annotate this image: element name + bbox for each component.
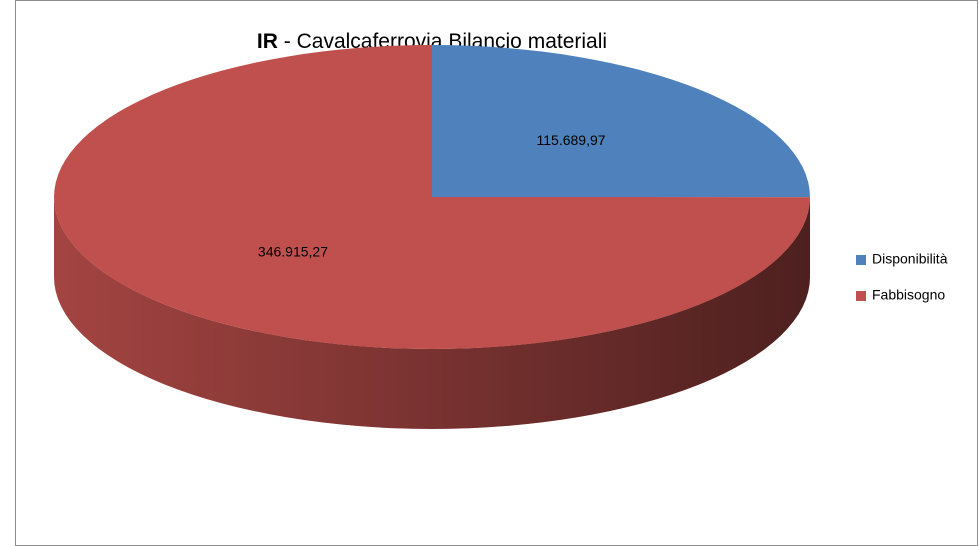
legend-label: Fabbisogno	[872, 287, 945, 303]
data-label: 115.689,97	[537, 132, 606, 148]
pie-slice	[432, 45, 811, 198]
title-text: - Cavalcaferrovia Bilancio materiali	[284, 30, 607, 53]
data-label: 346.915,27	[258, 244, 328, 260]
pie-side-shade	[54, 197, 810, 429]
legend-swatch	[856, 255, 866, 265]
chart-title: IR - Cavalcaferrovia Bilancio materiali	[257, 30, 607, 53]
legend-swatch	[856, 291, 866, 301]
title-prefix: IR	[257, 30, 278, 53]
pie-slice	[54, 45, 810, 349]
legend-label: Disponibilità	[872, 251, 948, 267]
